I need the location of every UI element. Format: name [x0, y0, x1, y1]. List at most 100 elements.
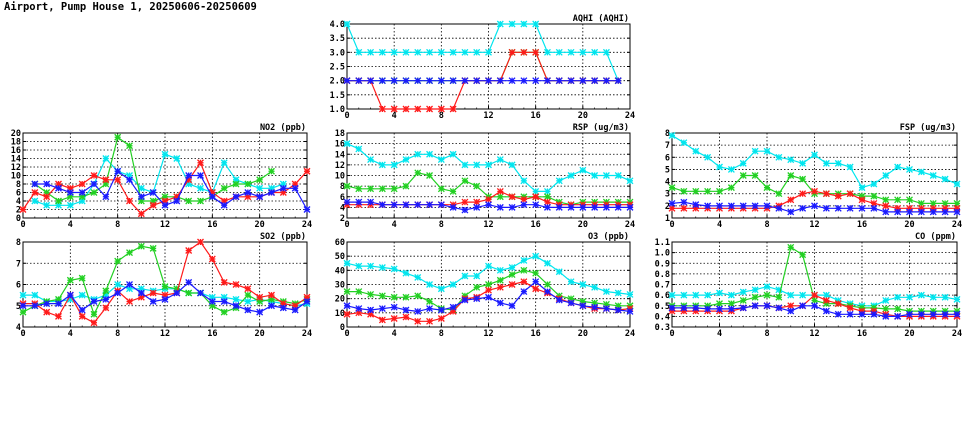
y-tick-label: 2 [16, 206, 21, 216]
y-tick-label: 0 [340, 323, 345, 333]
y-tick-label: 4 [340, 203, 345, 213]
y-tick-label: 8 [16, 238, 21, 248]
series-4 [31, 167, 311, 213]
y-tick-label: 5 [665, 165, 670, 175]
y-tick-label: 10 [335, 172, 345, 182]
x-tick-label: 8 [764, 220, 769, 230]
y-tick-label: 3.0 [330, 48, 345, 58]
x-tick-label: 0 [669, 220, 674, 230]
y-tick-label: 16 [335, 140, 345, 150]
x-tick-label: 16 [531, 220, 541, 230]
y-tick-label: 2 [340, 214, 345, 224]
x-tick-label: 20 [255, 220, 265, 230]
x-tick-label: 4 [392, 220, 397, 230]
page-title: Airport, Pump House 1, 20250606-20250609 [4, 1, 257, 13]
y-tick-label: 18 [335, 129, 345, 139]
x-tick-label: 4 [68, 220, 73, 230]
x-tick-label: 0 [344, 111, 349, 121]
series-1 [343, 252, 634, 298]
y-tick-label: 6 [16, 189, 21, 199]
x-tick-label: 24 [302, 220, 312, 230]
x-tick-label: 0 [20, 329, 25, 339]
x-tick-label: 16 [857, 329, 867, 339]
chart-title: AQHI (AQHI) [573, 14, 629, 24]
x-tick-label: 16 [857, 220, 867, 230]
y-tick-label: 4 [16, 323, 21, 333]
y-tick-label: 18 [11, 138, 21, 148]
y-tick-label: 30 [335, 281, 345, 291]
chart-o3: 0 4 8 12 16 20 24 0 10 20 30 40 50 60 O3 (ppb) [335, 232, 635, 339]
series-2 [343, 266, 634, 314]
y-tick-label: 6 [16, 281, 21, 291]
y-tick-label: 0.7 [655, 281, 670, 291]
y-tick-label: 6 [340, 193, 345, 203]
chart-title: CO (ppm) [915, 232, 956, 242]
y-tick-label: 4 [665, 178, 670, 188]
x-tick-label: 20 [255, 329, 265, 339]
series-4 [343, 77, 622, 85]
x-tick-label: 4 [68, 329, 73, 339]
y-tick-label: 1.5 [330, 91, 345, 101]
y-tick-label: 2.5 [330, 63, 345, 73]
x-tick-label: 4 [717, 220, 722, 230]
y-tick-label: 4.0 [330, 20, 345, 30]
y-tick-label: 4 [16, 197, 21, 207]
series-line [34, 153, 284, 206]
x-tick-label: 12 [483, 111, 493, 121]
y-tick-label: 14 [11, 155, 21, 165]
x-tick-label: 0 [344, 329, 349, 339]
x-tick-label: 24 [625, 329, 635, 339]
x-tick-label: 8 [115, 220, 120, 230]
x-tick-label: 0 [669, 329, 674, 339]
y-tick-label: 0.4 [655, 312, 670, 322]
series-4 [19, 278, 311, 316]
x-tick-label: 8 [439, 220, 444, 230]
y-tick-label: 3 [665, 190, 670, 200]
x-tick-label: 12 [809, 220, 819, 230]
x-tick-label: 8 [439, 329, 444, 339]
x-tick-label: 4 [717, 329, 722, 339]
chart-title: O3 (ppb) [588, 232, 629, 242]
y-tick-label: 50 [335, 252, 345, 262]
chart-aqhi: 0 4 8 12 16 20 24 1.0 1.5 2.0 2.5 3.0 3.5 4.0 AQHI (AQ… [330, 14, 635, 121]
series-1 [343, 20, 622, 85]
y-tick-label: 12 [11, 163, 21, 173]
x-tick-label: 12 [809, 329, 819, 339]
y-tick-label: 5 [16, 302, 21, 312]
y-tick-label: 12 [335, 161, 345, 171]
series-1 [343, 140, 634, 195]
x-tick-label: 12 [483, 220, 493, 230]
y-tick-label: 10 [335, 309, 345, 319]
y-tick-label: 8 [340, 182, 345, 192]
x-tick-label: 24 [625, 111, 635, 121]
x-tick-label: 24 [625, 220, 635, 230]
x-tick-label: 8 [764, 329, 769, 339]
y-tick-label: 6 [665, 153, 670, 163]
y-tick-label: 8 [16, 180, 21, 190]
x-tick-label: 0 [344, 220, 349, 230]
x-tick-label: 8 [439, 111, 444, 121]
x-tick-label: 20 [904, 220, 914, 230]
x-tick-label: 12 [160, 329, 170, 339]
series-4 [343, 278, 634, 315]
series-4 [668, 198, 961, 216]
x-tick-label: 16 [531, 111, 541, 121]
y-tick-label: 1 [665, 214, 670, 224]
series-4 [668, 302, 961, 320]
chart-title: RSP (ug/m3) [573, 123, 629, 133]
x-tick-label: 8 [115, 329, 120, 339]
y-tick-label: 7 [16, 259, 21, 269]
x-tick-label: 16 [207, 329, 217, 339]
y-tick-label: 1.1 [655, 238, 670, 248]
x-tick-label: 12 [160, 220, 170, 230]
x-tick-label: 16 [531, 329, 541, 339]
y-tick-label: 2.0 [330, 77, 345, 87]
x-tick-label: 12 [483, 329, 493, 339]
x-tick-label: 20 [578, 111, 588, 121]
x-tick-label: 24 [302, 329, 312, 339]
y-tick-label: 1.0 [655, 249, 670, 259]
